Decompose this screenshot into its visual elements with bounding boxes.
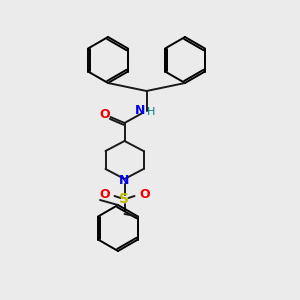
Text: S: S [119, 192, 130, 206]
Text: O: O [139, 188, 150, 202]
Text: O: O [99, 188, 110, 202]
Text: N: N [135, 104, 146, 118]
Text: N: N [119, 173, 130, 187]
Text: O: O [99, 109, 110, 122]
Text: H: H [147, 107, 156, 117]
